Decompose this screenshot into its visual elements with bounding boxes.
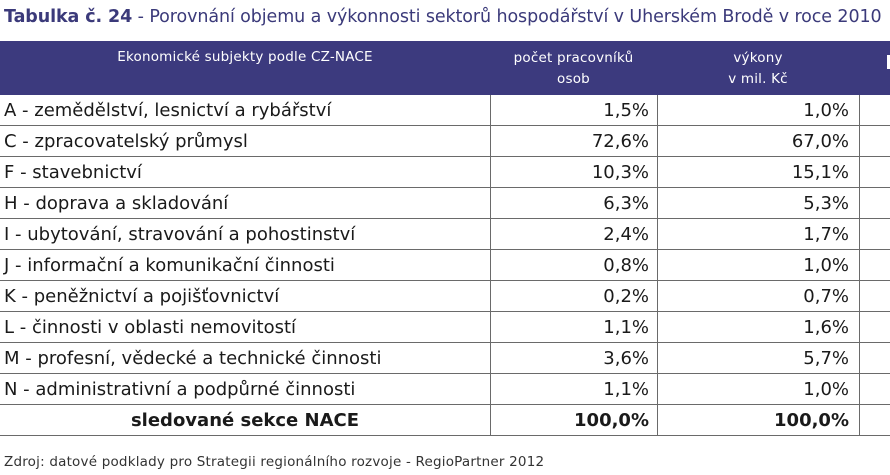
- table-row: L - činnosti v oblasti nemovitostí 1,1% …: [0, 312, 890, 343]
- cell-output: 0,7%: [657, 281, 859, 311]
- table-row: J - informační a komunikační činnosti 0,…: [0, 250, 890, 281]
- header-employees: počet pracovníků osob: [490, 41, 657, 95]
- table-number: Tabulka č. 24: [4, 7, 133, 27]
- cell-sector: N - administrativní a podpůrné činnosti: [4, 378, 356, 400]
- table-header-row: Ekonomické subjekty podle CZ-NACE počet …: [0, 41, 890, 95]
- sector-comparison-table: Ekonomické subjekty podle CZ-NACE počet …: [0, 41, 890, 436]
- table-row: I - ubytování, stravování a pohostinství…: [0, 219, 890, 250]
- table-row: H - doprava a skladování 6,3% 5,3%: [0, 188, 890, 219]
- cell-output: 1,7%: [657, 219, 859, 249]
- table-title: - Porovnání objemu a výkonnosti sektorů …: [132, 7, 882, 27]
- table-row: M - profesní, vědecké a technické činnos…: [0, 343, 890, 374]
- cell-sector: K - peněžnictví a pojišťovnictví: [4, 285, 280, 307]
- cell-output: 5,3%: [657, 188, 859, 218]
- header-extra-column: [859, 41, 890, 95]
- table-row: A - zemědělství, lesnictví a rybářství 1…: [0, 95, 890, 126]
- cell-sector: J - informační a komunikační činnosti: [4, 254, 335, 276]
- cell-employees: 3,6%: [490, 343, 657, 373]
- table-row: K - peněžnictví a pojišťovnictví 0,2% 0,…: [0, 281, 890, 312]
- cell-sector: F - stavebnictví: [4, 161, 142, 183]
- cell-employees: 1,1%: [490, 312, 657, 342]
- cell-sector: I - ubytování, stravování a pohostinství: [4, 223, 356, 245]
- cell-output: 1,0%: [657, 374, 859, 404]
- cell-sector: H - doprava a skladování: [4, 192, 229, 214]
- header-output-line1: výkony: [733, 50, 783, 66]
- cell-employees: 2,4%: [490, 219, 657, 249]
- cell-employees: 10,3%: [490, 157, 657, 187]
- cell-output: 67,0%: [657, 126, 859, 156]
- header-output-line2: v mil. Kč: [728, 71, 788, 87]
- table-row: F - stavebnictví 10,3% 15,1%: [0, 157, 890, 188]
- header-employees-line1: počet pracovníků: [513, 50, 634, 66]
- table-row: C - zpracovatelský průmysl 72,6% 67,0%: [0, 126, 890, 157]
- cell-output: 15,1%: [657, 157, 859, 187]
- cell-sector: L - činnosti v oblasti nemovitostí: [4, 316, 297, 338]
- cell-output: 5,7%: [657, 343, 859, 373]
- cell-employees: 6,3%: [490, 188, 657, 218]
- cell-extra: [859, 219, 890, 249]
- cell-extra: [859, 250, 890, 280]
- total-label: sledované sekce NACE: [130, 409, 360, 431]
- table-caption: Tabulka č. 24 - Porovnání objemu a výkon…: [4, 2, 882, 32]
- cell-extra: [859, 405, 890, 435]
- cell-extra: [859, 95, 890, 125]
- header-employees-line2: osob: [557, 71, 590, 87]
- cell-output: 1,6%: [657, 312, 859, 342]
- cell-extra: [859, 126, 890, 156]
- total-output: 100,0%: [657, 405, 859, 435]
- cell-sector: C - zpracovatelský průmysl: [4, 130, 248, 152]
- cell-employees: 1,5%: [490, 95, 657, 125]
- cell-employees: 0,8%: [490, 250, 657, 280]
- header-sector: Ekonomické subjekty podle CZ-NACE: [117, 49, 373, 65]
- cell-extra: [859, 343, 890, 373]
- cell-extra: [859, 188, 890, 218]
- cell-employees: 72,6%: [490, 126, 657, 156]
- cell-extra: [859, 374, 890, 404]
- cell-employees: 1,1%: [490, 374, 657, 404]
- table-total-row: sledované sekce NACE 100,0% 100,0%: [0, 405, 890, 436]
- source-note: Zdroj: datové podklady pro Strategii reg…: [4, 454, 545, 470]
- table-row: N - administrativní a podpůrné činnosti …: [0, 374, 890, 405]
- cell-output: 1,0%: [657, 95, 859, 125]
- header-output: výkony v mil. Kč: [657, 41, 859, 95]
- cell-extra: [859, 312, 890, 342]
- cell-output: 1,0%: [657, 250, 859, 280]
- cell-extra: [859, 157, 890, 187]
- cell-extra: [859, 281, 890, 311]
- cell-sector: M - profesní, vědecké a technické činnos…: [4, 347, 382, 369]
- cell-employees: 0,2%: [490, 281, 657, 311]
- cell-sector: A - zemědělství, lesnictví a rybářství: [4, 99, 332, 121]
- total-employees: 100,0%: [490, 405, 657, 435]
